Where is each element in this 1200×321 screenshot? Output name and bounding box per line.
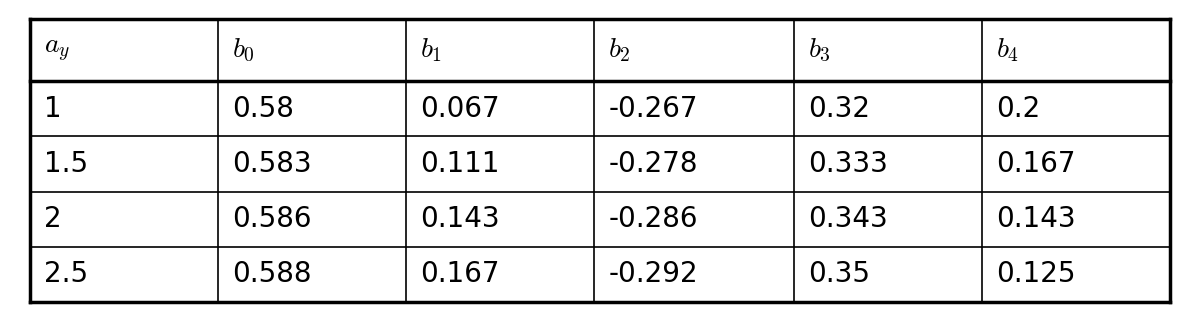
Text: -0.278: -0.278 [608,150,698,178]
Text: 0.143: 0.143 [996,205,1076,233]
Text: 0.167: 0.167 [420,260,500,288]
Text: $b_3$: $b_3$ [809,36,832,64]
Text: 0.588: 0.588 [233,260,312,288]
Text: 0.2: 0.2 [996,95,1040,123]
Text: 0.583: 0.583 [233,150,312,178]
Text: -0.292: -0.292 [608,260,698,288]
Text: 2.5: 2.5 [44,260,89,288]
Text: 0.067: 0.067 [420,95,500,123]
Text: 0.586: 0.586 [233,205,312,233]
Text: 0.35: 0.35 [809,260,870,288]
Text: 0.167: 0.167 [996,150,1076,178]
Text: -0.286: -0.286 [608,205,698,233]
Text: $a_y$: $a_y$ [44,36,71,64]
Text: 1.5: 1.5 [44,150,89,178]
Text: 0.343: 0.343 [809,205,888,233]
Text: 0.333: 0.333 [809,150,888,178]
Text: -0.267: -0.267 [608,95,698,123]
Text: 0.143: 0.143 [420,205,500,233]
Text: 0.58: 0.58 [233,95,294,123]
Text: 2: 2 [44,205,62,233]
Text: $b_2$: $b_2$ [608,36,631,64]
Text: $b_4$: $b_4$ [996,36,1020,64]
Text: 1: 1 [44,95,62,123]
Text: 0.32: 0.32 [809,95,870,123]
Text: $b_0$: $b_0$ [233,36,256,64]
Text: 0.111: 0.111 [420,150,500,178]
Text: 0.125: 0.125 [996,260,1076,288]
Text: $b_1$: $b_1$ [420,36,443,64]
